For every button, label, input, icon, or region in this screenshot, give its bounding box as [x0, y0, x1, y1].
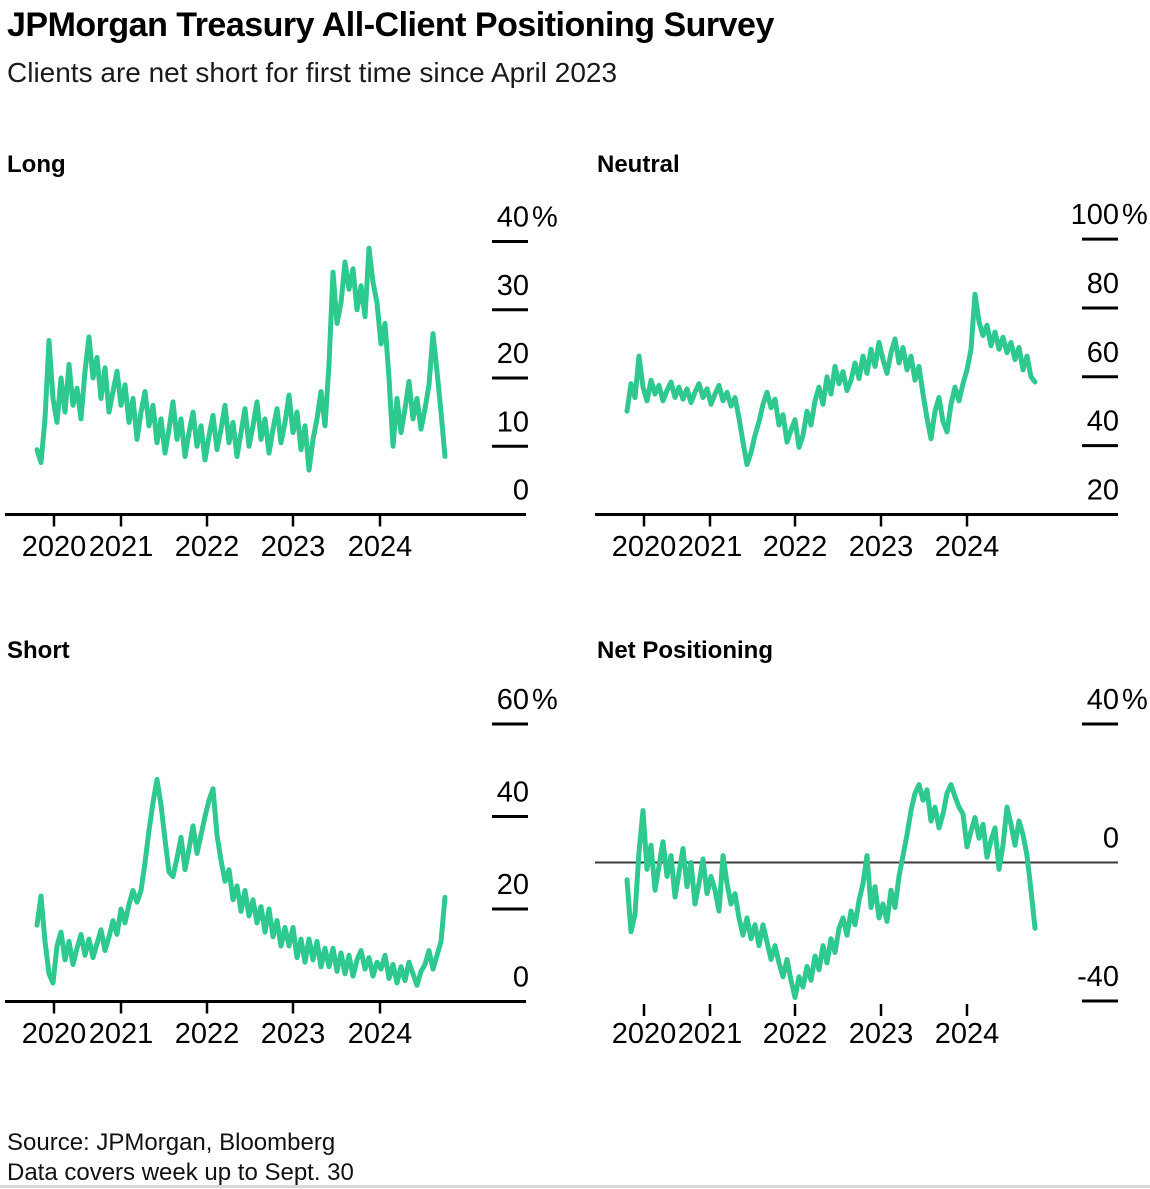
- neutral-percent-sign: %: [1122, 199, 1148, 231]
- panel-title-long: Long: [7, 151, 66, 178]
- short-y-tick-label: 0: [513, 962, 529, 994]
- panel-title-short: Short: [7, 637, 70, 664]
- short-series-line: [34, 777, 448, 988]
- net-positioning-y-tick-label: 0: [1103, 823, 1119, 855]
- neutral-y-tick-label: 100: [1071, 199, 1119, 231]
- net-positioning-y-tick-label: -40: [1077, 961, 1119, 993]
- neutral-x-tick-label: 2022: [763, 531, 828, 563]
- neutral-y-tick-label: 20: [1087, 475, 1119, 507]
- chart-short: 2020 2021 2022 2023 2024 60 % 40 20 0: [5, 684, 558, 1050]
- long-x-tick-label: 2022: [175, 531, 240, 563]
- neutral-x-tick-label: 2021: [678, 531, 743, 563]
- neutral-y-tick-label: 40: [1087, 406, 1119, 438]
- short-y-tick-label: 40: [497, 777, 529, 809]
- long-y-tick-label: 20: [497, 338, 529, 370]
- short-x-tick-label: 2021: [89, 1018, 154, 1050]
- chart-long: 2020 2021 2022 2023 2024 40 % 30 20 10 0: [5, 202, 558, 563]
- neutral-y-tick-label: 80: [1087, 268, 1119, 300]
- net-positioning-x-tick-label: 2020: [612, 1018, 677, 1050]
- net-positioning-x-tick-label: 2024: [935, 1018, 1000, 1050]
- net-positioning-y-tick-label: 40: [1087, 684, 1119, 716]
- short-percent-sign: %: [532, 684, 558, 716]
- short-x-tick-label: 2023: [261, 1018, 326, 1050]
- long-x-tick-label: 2024: [348, 531, 413, 563]
- page-subtitle: Clients are net short for first time sin…: [7, 57, 618, 88]
- panel-title-net-positioning: Net Positioning: [597, 637, 773, 664]
- net-positioning-series-line: [624, 782, 1038, 1000]
- bottom-divider: [0, 1185, 1150, 1188]
- short-x-tick-label: 2020: [22, 1018, 87, 1050]
- long-y-tick-label: 10: [497, 406, 529, 438]
- long-x-tick-label: 2021: [89, 531, 154, 563]
- chart-neutral: 2020 2021 2022 2023 2024 100 % 80 60 40 20: [595, 199, 1148, 563]
- net-positioning-percent-sign: %: [1122, 684, 1148, 716]
- neutral-y-tick-label: 60: [1087, 337, 1119, 369]
- long-percent-sign: %: [532, 202, 558, 234]
- chart-net-positioning: 2020 2021 2022 2023 2024 40 % 0 -40: [595, 684, 1148, 1050]
- neutral-x-tick-label: 2024: [935, 531, 1000, 563]
- long-y-tick-label: 0: [513, 475, 529, 507]
- neutral-x-tick-label: 2020: [612, 531, 677, 563]
- neutral-series-line: [624, 291, 1038, 468]
- neutral-x-tick-label: 2023: [849, 531, 914, 563]
- data-coverage-note: Data covers week up to Sept. 30: [7, 1159, 354, 1186]
- short-y-tick-label: 20: [497, 869, 529, 901]
- long-x-tick-label: 2020: [22, 531, 87, 563]
- net-positioning-x-tick-label: 2023: [849, 1018, 914, 1050]
- long-x-tick-label: 2023: [261, 531, 326, 563]
- net-positioning-x-tick-label: 2022: [763, 1018, 828, 1050]
- long-y-tick-label: 30: [497, 270, 529, 302]
- page-title: JPMorgan Treasury All-Client Positioning…: [7, 6, 774, 44]
- short-x-tick-label: 2022: [175, 1018, 240, 1050]
- net-positioning-x-tick-label: 2021: [678, 1018, 743, 1050]
- long-y-tick-label: 40: [497, 202, 529, 234]
- panel-title-neutral: Neutral: [597, 151, 680, 178]
- source-line: Source: JPMorgan, Bloomberg: [7, 1129, 336, 1156]
- short-x-tick-label: 2024: [348, 1018, 413, 1050]
- long-series-line: [34, 245, 448, 473]
- short-y-tick-label: 60: [497, 684, 529, 716]
